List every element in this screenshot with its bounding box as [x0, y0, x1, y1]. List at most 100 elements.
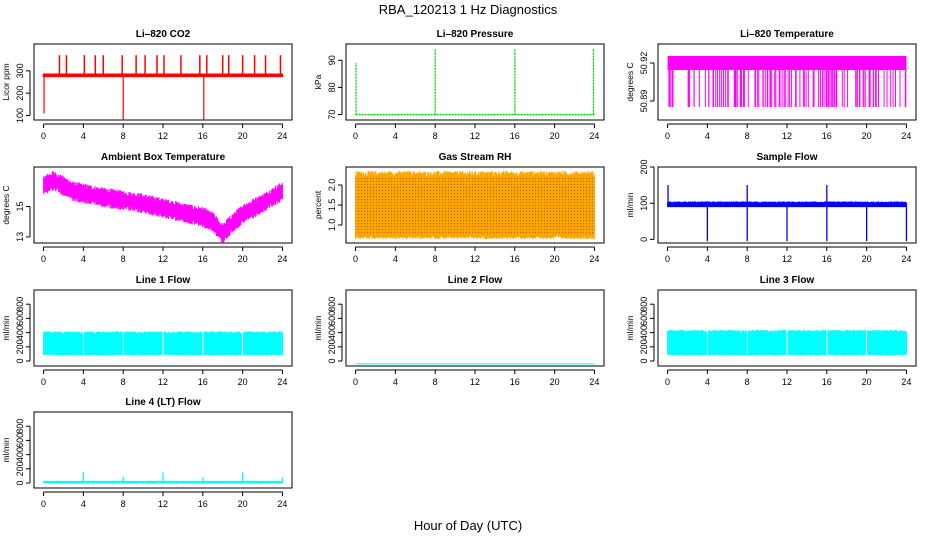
- y-tick-label: 50.89: [639, 90, 649, 113]
- panel-pressure: Li–820 Pressure kPa 0 4 8 12 16 20 24 70 80 90: [313, 29, 605, 141]
- y-tick-label: 800: [327, 297, 337, 312]
- x-tick-label: 0: [41, 254, 46, 264]
- x-tick-label: 0: [41, 377, 46, 387]
- x-tick-label: 12: [782, 131, 792, 141]
- y-tick-label: 90: [327, 55, 337, 65]
- y-tick-label: 300: [15, 63, 25, 78]
- lineflow-trace: [43, 331, 283, 356]
- plot-frame: [657, 289, 917, 367]
- x-tick-label: 24: [277, 131, 287, 141]
- y-tick-label: 400: [327, 325, 337, 340]
- y-tick-label: 600: [327, 311, 337, 326]
- x-tick-label: 24: [589, 131, 599, 141]
- x-tick-label: 24: [901, 131, 911, 141]
- plot-title: Sample Flow: [756, 152, 817, 163]
- x-tick-label: 16: [198, 254, 208, 264]
- panel-line3: Line 3 Flow ml/min 0 4 8 12 16 20 24 0 20040060080…: [625, 275, 917, 387]
- plot-frame: [33, 43, 293, 121]
- y-axis-label: ml/min: [1, 315, 11, 340]
- co2-trace: [42, 73, 284, 78]
- plot-frame: [345, 166, 605, 244]
- x-tick-label: 16: [198, 499, 208, 509]
- y-tick-label: 100: [15, 108, 25, 123]
- y-tick-label: 800: [15, 419, 25, 434]
- x-tick-label: 0: [41, 499, 46, 509]
- x-tick-label: 20: [862, 377, 872, 387]
- x-tick-label: 0: [353, 254, 358, 264]
- x-tick-label: 16: [822, 254, 832, 264]
- y-axis-label: ml/min: [1, 437, 11, 462]
- y-tick-label: 400: [639, 325, 649, 340]
- x-tick-label: 16: [822, 377, 832, 387]
- y-tick-label: 15: [15, 202, 25, 212]
- panel-co2: Li–820 CO2 Licor ppm 0 4 8 12 16 20 24 100 200 300: [1, 29, 293, 141]
- y-tick-label: 600: [15, 311, 25, 326]
- y-tick-label: 0: [15, 481, 25, 486]
- y-tick-label: 0: [15, 359, 25, 364]
- x-tick-label: 4: [81, 499, 86, 509]
- page-title: RBA_120213 1 Hz Diagnostics: [378, 2, 558, 17]
- plot-title: Ambient Box Temperature: [101, 152, 226, 163]
- y-tick-label: 80: [327, 82, 337, 92]
- x-tick-label: 8: [745, 377, 750, 387]
- series-box_temp: [43, 171, 283, 244]
- panel-line2: Line 2 Flow ml/min 0 4 8 12 16 20 24 0 20040060080…: [313, 275, 605, 387]
- plot-title: Li–820 Temperature: [740, 29, 834, 40]
- x-tick-label: 12: [158, 131, 168, 141]
- y-tick-label: 200: [327, 339, 337, 354]
- series-line3: [667, 329, 907, 356]
- y-tick-label: 800: [15, 297, 25, 312]
- y-tick-label: 200: [15, 339, 25, 354]
- x-tick-label: 8: [121, 377, 126, 387]
- y-axis-label: degrees C: [1, 185, 11, 224]
- plot-frame: [33, 411, 293, 489]
- y-tick-label: 1.5: [327, 199, 337, 212]
- x-tick-label: 20: [238, 254, 248, 264]
- y-tick-label: 0: [639, 359, 649, 364]
- x-tick-label: 20: [862, 254, 872, 264]
- y-tick-label: 200: [15, 461, 25, 476]
- y-tick-label: 200: [639, 339, 649, 354]
- x-tick-label: 8: [745, 254, 750, 264]
- y-tick-label: 200: [15, 86, 25, 101]
- panel-line4: Line 4 (LT) Flow ml/min 0 4 8 12 16 20 24 0 200400…: [1, 397, 293, 509]
- panel-rh: Gas Stream RH percent 0 4 8 12 16 20 24 1.0 1.5 2.0: [313, 152, 605, 264]
- x-tick-label: 0: [353, 131, 358, 141]
- x-tick-label: 24: [901, 377, 911, 387]
- lineflow-trace: [667, 329, 907, 356]
- x-tick-label: 16: [198, 131, 208, 141]
- y-tick-label: 0: [639, 237, 649, 242]
- x-tick-label: 20: [238, 131, 248, 141]
- plot-title: Line 1 Flow: [136, 275, 191, 286]
- y-axis-label: percent: [313, 190, 323, 219]
- x-tick-label: 20: [550, 254, 560, 264]
- y-tick-label: 200: [639, 159, 649, 174]
- panel-box_temp: Ambient Box Temperature degrees C 0 4 8 12 16 2…: [1, 152, 293, 264]
- plot-frame: [345, 43, 605, 121]
- x-tick-label: 12: [470, 131, 480, 141]
- y-tick-label: 70: [327, 110, 337, 120]
- series-line4: [43, 472, 284, 484]
- series-line1: [43, 331, 283, 356]
- x-tick-label: 4: [705, 377, 710, 387]
- x-tick-label: 12: [470, 377, 480, 387]
- x-tick-label: 12: [470, 254, 480, 264]
- x-tick-label: 0: [353, 377, 358, 387]
- y-axis-label: kPa: [313, 74, 323, 89]
- x-tick-label: 4: [705, 131, 710, 141]
- y-axis-label: ml/min: [313, 315, 323, 340]
- x-tick-label: 20: [550, 131, 560, 141]
- x-tick-label: 8: [433, 131, 438, 141]
- x-tick-label: 20: [862, 131, 872, 141]
- x-tick-label: 12: [158, 499, 168, 509]
- plot-frame: [657, 166, 917, 244]
- series-sample_flow: [667, 185, 908, 242]
- series-licor_temp: [667, 56, 907, 107]
- x-tick-label: 16: [822, 131, 832, 141]
- plot-title: Li–820 Pressure: [437, 29, 514, 40]
- y-tick-label: 2.0: [327, 179, 337, 192]
- series-rh: [355, 171, 595, 239]
- y-tick-label: 600: [639, 311, 649, 326]
- x-tick-label: 24: [589, 377, 599, 387]
- y-tick-label: 50.92: [639, 52, 649, 75]
